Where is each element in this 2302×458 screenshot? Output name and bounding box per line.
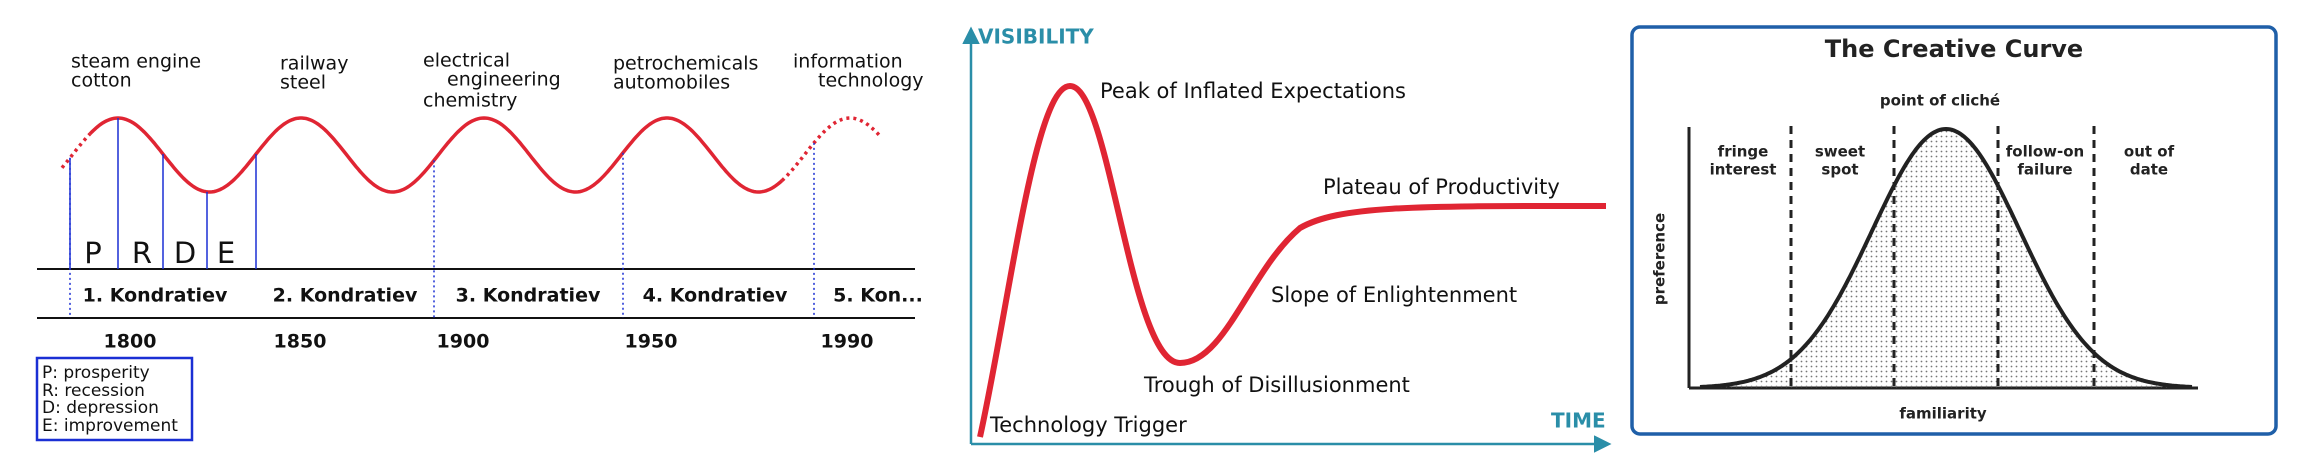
era-label: information [793, 51, 903, 73]
wave [88, 116, 784, 194]
zone-label: sweet [1815, 143, 1865, 161]
year-label: 1950 [625, 331, 678, 353]
x-axis-label: TIME [1551, 409, 1606, 433]
era-label: steam engine [71, 51, 201, 73]
hype-curve [977, 82, 1607, 438]
wave-label: 5. Kon... [833, 285, 923, 307]
zone-label: fringe [1718, 143, 1769, 161]
era-label: electrical [423, 50, 510, 72]
bell-curve [1699, 126, 2193, 389]
frame [1630, 25, 2278, 436]
phase-letter: E [217, 236, 235, 270]
zone-label: interest [1710, 161, 1777, 179]
year-label: 1900 [437, 331, 490, 353]
legend-box [35, 356, 194, 442]
era-label: railway [280, 53, 348, 75]
era-label: cotton [71, 70, 132, 92]
era-label: automobiles [613, 72, 730, 94]
era-label: petrochemicals [613, 53, 758, 75]
creative-curve-panel: The Creative Curve preference familiarit… [1630, 25, 2278, 436]
year-label: 1800 [104, 331, 157, 353]
top-label: point of cliché [1880, 92, 2000, 110]
phase-label: Peak of Inflated Expectations [1100, 79, 1406, 103]
phase-label: Trough of Disillusionment [1143, 373, 1410, 397]
legend-entry: R: recession [42, 381, 145, 401]
legend-entry: P: prosperity [42, 363, 150, 383]
zone-label: date [2130, 161, 2168, 179]
wave-dotted [60, 132, 92, 169]
era-label: steel [280, 72, 326, 94]
wave-dotted [780, 116, 882, 182]
zone-label: failure [2017, 161, 2072, 179]
title: The Creative Curve [1825, 35, 2083, 63]
phase-label: Plateau of Productivity [1323, 175, 1560, 199]
wave-label: 3. Kondratiev [456, 285, 601, 307]
x-axis-label: familiarity [1899, 405, 1987, 423]
phase-letter: D [174, 236, 196, 270]
hype-cycle-panel: VISIBILITY TIME Technology Trigger Peak … [962, 25, 1612, 453]
phase-label: Slope of Enlightenment [1271, 283, 1517, 307]
phase-letter: P [84, 236, 102, 270]
era-label: technology [818, 70, 924, 92]
phase-letter: R [132, 236, 152, 270]
y-axis-label: VISIBILITY [978, 25, 1094, 49]
zone-label: spot [1821, 161, 1858, 179]
era-label: engineering [447, 69, 561, 91]
wave-label: 4. Kondratiev [643, 285, 788, 307]
era-label: chemistry [423, 90, 517, 112]
zone-label: follow-on [2006, 143, 2085, 161]
wave-label: 1. Kondratiev [83, 285, 228, 307]
year-label: 1850 [274, 331, 327, 353]
zone-label: out of [2124, 143, 2175, 161]
phase-label: Technology Trigger [989, 413, 1187, 437]
legend-entry: D: depression [42, 398, 159, 418]
year-label: 1990 [821, 331, 874, 353]
wave-label: 2. Kondratiev [273, 285, 418, 307]
legend-entry: E: improvement [42, 416, 178, 436]
y-axis-label: preference [1651, 213, 1669, 305]
